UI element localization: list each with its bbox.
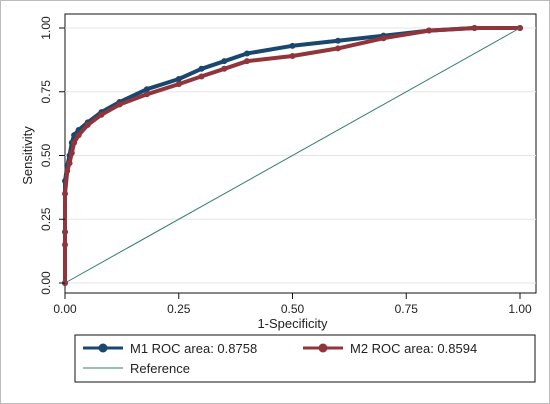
- series-0-point-14: [221, 58, 228, 65]
- series-0-point-13: [198, 65, 205, 72]
- series-0-point-12: [175, 76, 182, 82]
- series-0-point-15: [244, 50, 250, 57]
- y-tick-label-1: 0.25: [39, 207, 53, 231]
- series-line-1: [63, 26, 522, 285]
- series-0-point-11: [143, 86, 150, 93]
- series-1-point-9: [98, 111, 105, 118]
- series-1-point-11: [143, 91, 150, 98]
- series-1-point-16: [289, 53, 296, 60]
- series-0-point-16: [289, 42, 296, 49]
- x-tick-label-0: 0.00: [53, 302, 77, 316]
- series-1-point-7: [75, 132, 82, 139]
- series-1-point-4: [66, 160, 73, 167]
- series-1-point-1: [62, 241, 68, 248]
- legend-label-2: Reference: [130, 361, 190, 376]
- series-line-2: [64, 27, 521, 284]
- plot-frame: [64, 13, 537, 294]
- x-tick-label-1: 0.25: [167, 302, 191, 316]
- series-1-point-17: [335, 45, 341, 52]
- y-tick-label-4: 1.00: [39, 16, 53, 40]
- x-axis-title: 1-Specificity: [257, 316, 328, 331]
- axis-ticks: 0.00 0.25 0.50 0.75 1.00 0.00 0.25 0.50 0.75 1.00: [39, 16, 532, 316]
- series-1-point-8: [84, 121, 91, 128]
- series-1-point-15: [244, 58, 250, 65]
- series-1-point-5: [68, 149, 75, 156]
- legend-box: [74, 334, 536, 383]
- series-1-point-18: [380, 35, 387, 42]
- legend-label-0: M1 ROC area: 0.8758: [130, 341, 257, 356]
- y-tick-label-0: 0.00: [39, 271, 53, 295]
- legend-swatch-marker-1: [318, 343, 328, 353]
- series-1-point-13: [198, 73, 205, 80]
- series-1-point-6: [71, 139, 78, 146]
- legend-label-1: M2 ROC area: 0.8594: [350, 341, 477, 356]
- series-1-point-12: [175, 81, 182, 88]
- series-1-point-2: [62, 190, 68, 197]
- y-tick-label-3: 0.75: [39, 80, 53, 104]
- series-1-point-19: [426, 27, 432, 34]
- legend-swatch-marker-0: [98, 343, 108, 353]
- x-tick-label-2: 0.50: [281, 302, 305, 316]
- series-1-point-14: [221, 65, 228, 72]
- series-1-point-10: [116, 101, 123, 108]
- series-1-point-3: [64, 167, 71, 174]
- legend: M1 ROC area: 0.8758 M2 ROC area: 0.8594 Re…: [74, 334, 536, 383]
- x-tick-label-4: 1.00: [508, 302, 532, 316]
- y-tick-label-2: 0.50: [39, 143, 53, 167]
- y-axis-title: Sensitivity: [20, 126, 35, 185]
- series-1-point-20: [471, 25, 478, 31]
- x-tick-label-3: 0.75: [395, 302, 419, 316]
- series-0-point-17: [335, 37, 341, 44]
